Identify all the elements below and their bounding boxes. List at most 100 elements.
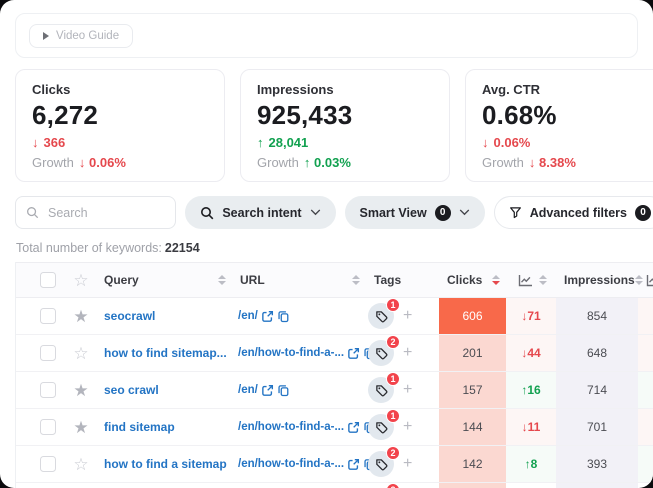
row-checkbox[interactable] <box>40 419 56 435</box>
keywords-total-label: Total number of keywords: <box>16 241 162 255</box>
clicks-change-cell: ↑16 <box>506 372 556 408</box>
smart-view-dropdown[interactable]: Smart View 0 <box>344 196 485 229</box>
url-link[interactable]: /en/how-to-find-a-... <box>238 347 345 359</box>
arrow-icon: ↑ <box>257 135 264 150</box>
impressions-change-cell: ↓5 <box>638 335 653 371</box>
url-link[interactable]: /en/ <box>238 384 258 396</box>
impressions-value-cell: 393 <box>556 446 638 482</box>
add-tag-button[interactable]: + <box>403 381 413 398</box>
tag-chip[interactable]: 1 <box>368 298 400 329</box>
video-guide-button[interactable]: Video Guide <box>29 23 134 48</box>
query-link[interactable]: seo crawl <box>104 383 159 397</box>
row-checkbox-cell <box>30 335 66 371</box>
sort-icon[interactable] <box>538 275 547 285</box>
row-checkbox-cell <box>30 298 66 334</box>
column-header-clicks[interactable]: Clicks <box>439 273 506 287</box>
copy-icon[interactable] <box>277 310 290 323</box>
table-row[interactable]: ☆ 2 + <box>16 483 653 488</box>
advanced-filters-button[interactable]: Advanced filters 0 <box>493 196 653 229</box>
external-link-icon[interactable] <box>347 458 360 471</box>
external-link-icon[interactable] <box>347 421 360 434</box>
row-checkbox[interactable] <box>40 308 56 324</box>
stat-delta: ↓ 0.06% <box>482 135 531 150</box>
url-link[interactable]: /en/how-to-find-a-... <box>238 421 345 433</box>
arrow-icon: ↑ <box>303 155 311 170</box>
impressions-change-cell: ↑14 <box>638 372 653 408</box>
trend-icon <box>646 274 653 287</box>
stat-value: 0.68% <box>482 100 557 130</box>
tags-cell: 1 + <box>366 409 413 440</box>
external-link-icon[interactable] <box>261 310 274 323</box>
row-checkbox[interactable] <box>40 345 56 361</box>
column-header-url[interactable]: URL <box>232 273 366 287</box>
clicks-value-cell: 142 <box>439 446 506 482</box>
search-field[interactable] <box>15 196 177 229</box>
table-row[interactable]: ★ find sitemap /en/how-to-find-a-... 1 +… <box>16 409 653 446</box>
sort-icon[interactable] <box>218 275 226 285</box>
clicks-change-cell: ↓71 <box>506 298 556 334</box>
clicks-value-cell: 606 <box>439 298 506 334</box>
search-intent-dropdown[interactable]: Search intent <box>185 196 336 229</box>
star-toggle[interactable]: ★ <box>73 306 89 326</box>
column-header-clicks-trend[interactable] <box>506 274 556 287</box>
query-link[interactable]: how to find sitemap... <box>104 346 227 360</box>
add-tag-button[interactable]: + <box>403 344 413 361</box>
search-input[interactable] <box>46 204 166 221</box>
stat-value: 925,433 <box>257 100 353 130</box>
row-checkbox-cell <box>30 483 66 488</box>
column-header-tags[interactable]: Tags <box>374 273 402 287</box>
table-row[interactable]: ☆ how to find a sitemap /en/how-to-find-… <box>16 446 653 483</box>
url-link[interactable]: /en/how-to-find-a-... <box>238 458 345 470</box>
tag-chip[interactable]: 2 <box>368 335 400 366</box>
tag-icon <box>375 421 388 434</box>
header-checkbox-cell <box>30 263 66 297</box>
sort-icon[interactable] <box>352 275 360 285</box>
table-row[interactable]: ☆ how to find sitemap... /en/how-to-find… <box>16 335 653 372</box>
table-row[interactable]: ★ seocrawl /en/ 1 + 606 ↓71 854 ↓12 <box>16 298 653 335</box>
row-checkbox[interactable] <box>40 382 56 398</box>
url-cell: /en/ <box>232 372 366 408</box>
column-header-impressions-trend[interactable] <box>638 274 653 287</box>
copy-icon[interactable] <box>277 384 290 397</box>
star-toggle[interactable]: ☆ <box>73 343 89 363</box>
arrow-icon: ↓ <box>482 135 489 150</box>
impressions-value-cell: 701 <box>556 409 638 445</box>
query-link[interactable]: seocrawl <box>104 309 156 323</box>
tag-count-badge: 2 <box>386 335 400 349</box>
url-link[interactable]: /en/ <box>238 310 258 322</box>
column-header-query[interactable]: Query <box>96 273 232 287</box>
query-link[interactable]: find sitemap <box>104 420 175 434</box>
clicks-value-cell: 144 <box>439 409 506 445</box>
row-checkbox-cell <box>30 446 66 482</box>
add-tag-button[interactable]: + <box>403 455 413 472</box>
table-row[interactable]: ★ seo crawl /en/ 1 + 157 ↑16 714 ↑14 <box>16 372 653 409</box>
play-icon <box>43 31 49 40</box>
star-toggle[interactable]: ☆ <box>73 454 89 474</box>
select-all-checkbox[interactable] <box>40 272 56 288</box>
row-checkbox[interactable] <box>40 456 56 472</box>
sort-icon-active-desc[interactable] <box>492 275 500 285</box>
star-icon[interactable]: ☆ <box>73 270 89 290</box>
tags-cell: 1 + <box>366 372 413 403</box>
external-link-icon[interactable] <box>261 384 274 397</box>
external-link-icon[interactable] <box>347 347 360 360</box>
tag-chip[interactable]: 1 <box>368 372 400 403</box>
search-intent-label: Search intent <box>222 205 302 220</box>
tag-chip[interactable]: 1 <box>368 409 400 440</box>
smart-view-label: Smart View <box>359 205 427 220</box>
table-header: ☆ Query URL Tags Clicks Impressions <box>16 262 653 298</box>
chevron-down-icon <box>310 209 321 216</box>
query-link[interactable]: how to find a sitemap <box>104 457 227 471</box>
keywords-total: Total number of keywords: 22154 <box>16 241 653 255</box>
sort-icon[interactable] <box>634 275 643 285</box>
tag-chip[interactable]: 2 <box>368 446 400 477</box>
impressions-value-cell <box>556 483 638 488</box>
clicks-change-cell: ↓11 <box>506 409 556 445</box>
column-header-impressions[interactable]: Impressions <box>556 273 643 287</box>
star-toggle[interactable]: ★ <box>73 380 89 400</box>
stat-label: Clicks <box>32 82 71 97</box>
star-toggle[interactable]: ★ <box>73 417 89 437</box>
add-tag-button[interactable]: + <box>403 307 413 324</box>
header-star-cell: ☆ <box>66 263 96 297</box>
add-tag-button[interactable]: + <box>403 418 413 435</box>
